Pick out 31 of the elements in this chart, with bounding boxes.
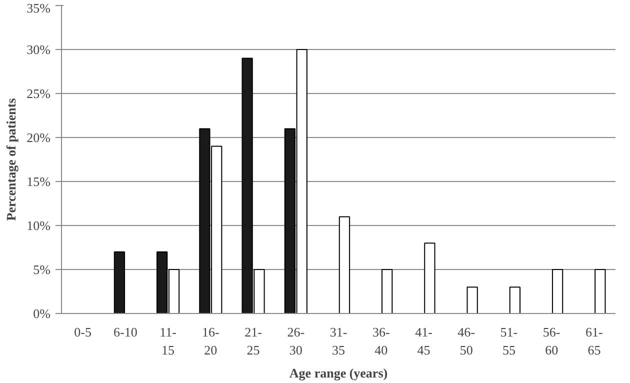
x-tick-label: 31-35 (330, 324, 348, 358)
bar (424, 242, 436, 314)
bar (466, 286, 478, 314)
y-tick-label: 15% (26, 174, 51, 189)
x-tick-label: 11-15 (160, 324, 176, 358)
bar (509, 286, 520, 314)
y-tick-label: 20% (26, 130, 51, 145)
x-tick-label: 26-30 (287, 324, 305, 358)
bar (382, 269, 393, 314)
y-tick-label: 25% (26, 86, 51, 101)
y-axis-title: Percentage of patients (4, 98, 19, 221)
bar (552, 269, 564, 314)
y-tick-label: 5% (33, 262, 51, 277)
x-tick-label: 51-55 (500, 324, 518, 358)
x-tick-label: 56-60 (542, 324, 560, 358)
x-axis-title: Age range (years) (289, 366, 388, 380)
bar (114, 251, 126, 314)
x-tick-label: 36-40 (372, 324, 390, 358)
x-tick-label: 21-25 (244, 324, 262, 358)
x-tick-label: 61-65 (586, 324, 603, 358)
bar (338, 216, 350, 314)
y-tick-label: 0% (33, 306, 51, 321)
x-tick-label: 46-50 (458, 324, 476, 358)
y-tick-label: 30% (26, 42, 51, 57)
y-tick-label: 10% (26, 218, 51, 233)
x-tick-label: 41-45 (415, 324, 432, 358)
x-tick-label: 6-10 (114, 324, 138, 340)
bar (594, 269, 606, 314)
y-tick-label: 35% (26, 0, 51, 16)
x-tick-label: 16-20 (202, 324, 220, 358)
x-tick-label: 0-5 (74, 324, 92, 340)
